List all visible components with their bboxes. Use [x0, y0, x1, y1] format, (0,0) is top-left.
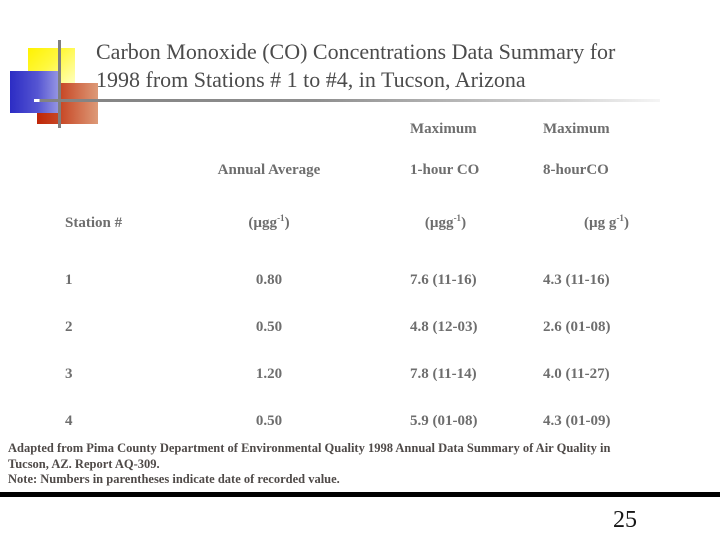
page-number: 25: [613, 507, 637, 533]
col-header-max-1hr-title: Maximum: [410, 121, 477, 137]
table-row: 1 0.80 7.6 (11-16) 4.3 (11-16): [60, 271, 720, 289]
footer-source-line2: Tucson, AZ. Report AQ-309.: [8, 456, 160, 471]
col-header-max-8hr-title: Maximum: [543, 121, 610, 137]
table-row: 3 1.20 7.8 (11-14) 4.0 (11-27): [60, 365, 720, 383]
units-max-1hr: (µgg-1): [424, 213, 467, 232]
cell-station: 2: [65, 319, 73, 335]
page-title: Carbon Monoxide (CO) Concentrations Data…: [96, 38, 696, 94]
title-underline: [34, 99, 660, 102]
col-header-station: Station #: [65, 215, 123, 231]
units-max-8hr: (µg g-1): [584, 213, 629, 232]
cell-max-8hr: 2.6 (01-08): [543, 319, 611, 335]
table-header-row-maximum: Maximum Maximum: [60, 120, 720, 138]
footer-citation: Adapted from Pima County Department of E…: [8, 441, 713, 488]
cell-station: 4: [65, 413, 73, 429]
table-row: 4 0.50 5.9 (01-08) 4.3 (01-09): [60, 412, 720, 430]
col-header-annual-average: Annual Average: [217, 162, 321, 178]
table-header-row-names: Annual Average 1-hour CO 8-hourCO: [60, 161, 720, 179]
col-header-1hr-co: 1-hour CO: [410, 162, 480, 178]
footer-note: Note: Numbers in parentheses indicate da…: [8, 472, 340, 486]
page-title-line2: 1998 from Stations # 1 to #4, in Tucson,…: [96, 67, 526, 92]
footer-source-line1: Adapted from Pima County Department of E…: [8, 441, 611, 455]
units-annual-average: (µgg-1): [248, 213, 290, 232]
cell-annual-avg: 0.50: [255, 319, 283, 335]
cell-station: 1: [65, 272, 73, 288]
table-header-row-units: Station # (µgg-1) (µgg-1) (µg g-1): [60, 214, 720, 232]
cell-max-1hr: 7.8 (11-14): [410, 366, 477, 382]
cell-max-1hr: 7.6 (11-16): [410, 272, 477, 288]
logo-blue-square: [10, 71, 60, 113]
cell-annual-avg: 1.20: [255, 366, 283, 382]
col-header-8hr-co: 8-hourCO: [543, 162, 609, 178]
bottom-rule: [0, 492, 720, 497]
cell-annual-avg: 0.50: [255, 413, 283, 429]
cell-annual-avg: 0.80: [255, 272, 283, 288]
cell-max-1hr: 4.8 (12-03): [410, 319, 478, 335]
page-title-line1: Carbon Monoxide (CO) Concentrations Data…: [96, 39, 616, 64]
cell-max-1hr: 5.9 (01-08): [410, 413, 478, 429]
cell-max-8hr: 4.3 (01-09): [543, 413, 611, 429]
cell-max-8hr: 4.3 (11-16): [543, 272, 610, 288]
cell-station: 3: [65, 366, 73, 382]
table-row: 2 0.50 4.8 (12-03) 2.6 (01-08): [60, 318, 720, 336]
cell-max-8hr: 4.0 (11-27): [543, 366, 610, 382]
logo-vertical-line: [58, 40, 61, 128]
